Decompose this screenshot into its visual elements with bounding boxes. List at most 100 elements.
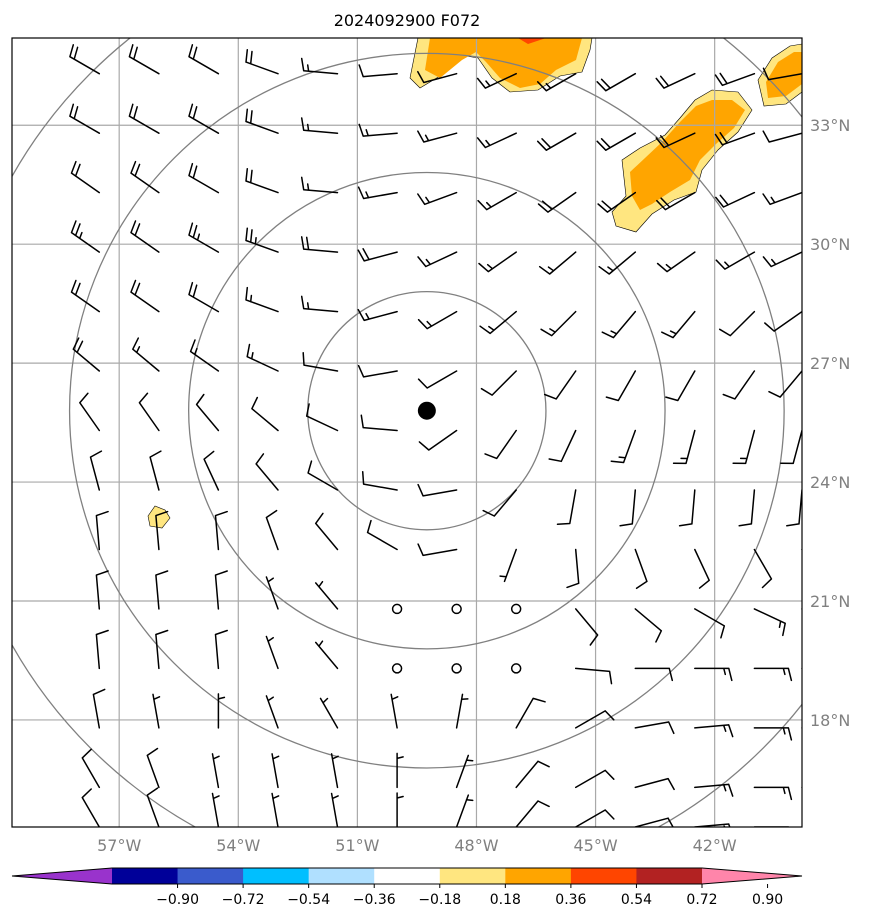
wind-barb	[155, 510, 169, 551]
wind-barb	[610, 429, 637, 464]
wind-barb	[515, 697, 546, 729]
wind-barb	[678, 489, 696, 527]
chart-title: 2024092900 F072	[334, 11, 481, 30]
wind-barb	[718, 310, 756, 337]
x-tick-label: 51°W	[335, 836, 379, 855]
wind-barb	[417, 310, 458, 330]
colorbar-tick-label: 0.18	[490, 892, 521, 908]
shaded-polygon	[766, 52, 802, 98]
wind-barb	[601, 310, 637, 339]
x-tick-label: 45°W	[573, 836, 617, 855]
wind-barb	[715, 191, 756, 208]
colorbar-tick-label: −0.36	[353, 892, 396, 908]
colorbar-tick-label: −0.72	[222, 892, 265, 908]
wind-barb	[188, 281, 220, 313]
wind-barb	[69, 103, 101, 134]
wind-barb	[246, 343, 279, 372]
wind-barb	[358, 64, 398, 78]
colorbar-segment	[439, 868, 506, 884]
wind-barb	[79, 392, 101, 432]
wind-barb	[146, 747, 160, 789]
wind-barb	[70, 220, 101, 253]
wind-barb	[265, 576, 279, 610]
wind-barb	[762, 130, 802, 143]
wind-barb	[548, 429, 577, 463]
wind-barb	[753, 826, 790, 827]
colorbar-tick-label: −0.54	[287, 892, 330, 908]
wind-barb	[753, 786, 793, 801]
wind-barb	[417, 70, 458, 84]
wind-barb	[694, 608, 726, 639]
wind-barb	[762, 251, 802, 268]
wind-barb	[417, 370, 458, 389]
wind-barb	[305, 403, 339, 432]
wind-barb	[476, 72, 517, 89]
colorbar-segment	[308, 868, 375, 884]
wind-barb	[211, 792, 220, 827]
wind-barb	[302, 352, 339, 372]
wind-barb	[480, 370, 517, 396]
wind-barb	[189, 339, 220, 372]
wind-barb	[396, 792, 404, 827]
calm-marker	[451, 603, 462, 615]
wind-barb	[566, 548, 580, 589]
wind-barb	[130, 160, 160, 194]
range-ring	[188, 171, 666, 650]
wind-barb	[714, 132, 756, 146]
wind-barb	[314, 640, 339, 670]
wind-barb	[357, 186, 398, 200]
range-ring	[12, 38, 802, 827]
wind-barb	[476, 132, 517, 149]
wind-barb	[634, 777, 675, 791]
wind-barb	[300, 117, 339, 134]
wind-barb	[801, 667, 802, 670]
wind-barb	[245, 167, 279, 194]
x-tick-label: 57°W	[97, 836, 141, 855]
colorbar-tick-label: −0.18	[418, 892, 461, 908]
wind-barb	[801, 548, 802, 551]
wind-barb	[81, 788, 101, 827]
wind-barb	[536, 132, 577, 151]
colorbar-tick-label: 0.36	[555, 892, 586, 908]
colorbar-extend-high	[702, 868, 802, 884]
wind-barb	[314, 512, 339, 551]
wind-barb	[330, 792, 339, 827]
colorbar: −0.90 −0.72 −0.54 −0.36 −0.18 0.18 0.36 0.54 0.7…	[11, 867, 803, 908]
wind-barb	[694, 667, 733, 682]
wind-barb	[753, 548, 773, 589]
calm-marker	[391, 663, 403, 674]
wind-barb	[537, 191, 577, 213]
y-tick-label: 18°N	[810, 711, 850, 730]
wind-barb	[146, 787, 160, 827]
wind-barb	[515, 760, 550, 789]
wind-barb	[455, 794, 474, 827]
wind-barb	[753, 608, 786, 637]
y-tick-label: 21°N	[810, 592, 850, 611]
wind-barb	[95, 629, 109, 670]
wind-barb	[574, 608, 599, 646]
wind-barb	[69, 44, 101, 75]
wind-barb	[251, 396, 279, 432]
wind-barb	[130, 220, 160, 253]
y-tick-label: 24°N	[810, 473, 850, 492]
wind-barb	[366, 519, 398, 551]
wind-barb	[81, 748, 101, 789]
calm-marker	[391, 603, 403, 615]
wind-barb	[211, 753, 220, 789]
wind-barb	[780, 429, 802, 465]
range-ring	[68, 52, 785, 769]
wind-barb	[307, 460, 339, 491]
wind-barb	[271, 792, 280, 827]
wind-barb	[396, 752, 404, 789]
wind-barb	[556, 489, 577, 526]
wind-barb	[417, 191, 458, 206]
wind-barb	[417, 483, 458, 497]
wind-barb	[656, 251, 696, 273]
wind-barb	[265, 509, 279, 551]
wind-barb	[245, 286, 279, 313]
y-tick-label: 33°N	[810, 116, 850, 135]
wind-barb	[455, 754, 474, 789]
wind-barb	[598, 251, 637, 275]
wind-barb	[245, 49, 279, 75]
wind-barb	[95, 570, 109, 610]
